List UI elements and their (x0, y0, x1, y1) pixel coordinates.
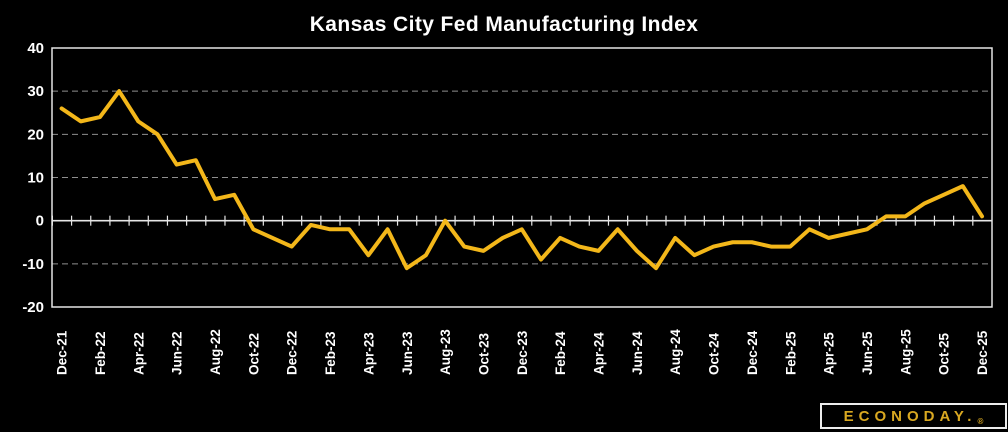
x-axis-label: Dec-24 (745, 330, 760, 375)
plot-border (51, 47, 993, 308)
x-axis-label: Apr-23 (361, 332, 376, 375)
x-axis-label: Jun-23 (400, 331, 415, 375)
econoday-logo: ECONODAY. ® (820, 403, 1007, 429)
y-axis-label: 10 (27, 170, 44, 187)
x-axis-label: Feb-25 (783, 331, 798, 375)
index-line-series (59, 89, 984, 271)
econoday-logo-text: ECONODAY. (843, 407, 977, 425)
x-axis-label: Apr-25 (822, 332, 837, 375)
x-axis-label: Oct-25 (937, 332, 952, 375)
x-axis-label: Dec-25 (975, 330, 990, 375)
x-axis-label: Feb-24 (553, 331, 568, 375)
x-axis-label: Dec-21 (55, 330, 70, 375)
x-axis-label: Aug-25 (898, 329, 913, 375)
y-axis-label: -20 (22, 299, 44, 316)
registered-trademark-icon: ® (977, 417, 984, 426)
x-axis-label: Apr-22 (131, 332, 146, 375)
x-axis-label: Jun-25 (860, 331, 875, 375)
x-axis-label: Aug-22 (208, 329, 223, 375)
x-axis-label: Oct-23 (476, 332, 491, 375)
y-axis-label: 40 (27, 40, 44, 57)
chart-title: Kansas City Fed Manufacturing Index (309, 13, 699, 36)
x-axis-label: Aug-23 (438, 329, 453, 375)
x-axis-label: Jun-22 (170, 331, 185, 375)
x-axis-label: Jun-24 (630, 331, 645, 375)
x-axis-label: Dec-23 (515, 330, 530, 375)
x-axis-label: Apr-24 (592, 332, 607, 375)
x-axis-label: Dec-22 (285, 331, 300, 375)
x-axis-label: Feb-23 (323, 331, 338, 375)
x-axis-label: Aug-24 (668, 329, 683, 375)
x-axis-label: Oct-22 (246, 333, 261, 375)
x-axis-label: Feb-22 (93, 331, 108, 375)
y-axis-label: 0 (36, 213, 44, 230)
x-axis-label: Oct-24 (707, 332, 722, 375)
y-axis-label: 30 (27, 83, 44, 100)
y-axis-label: 20 (27, 126, 44, 143)
y-axis-label: -10 (22, 256, 44, 273)
